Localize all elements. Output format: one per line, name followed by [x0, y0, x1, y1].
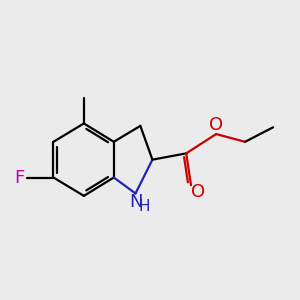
Text: F: F	[14, 169, 25, 187]
Text: O: O	[209, 116, 223, 134]
Text: O: O	[191, 182, 205, 200]
Text: H: H	[139, 200, 150, 214]
Text: N: N	[130, 193, 143, 211]
